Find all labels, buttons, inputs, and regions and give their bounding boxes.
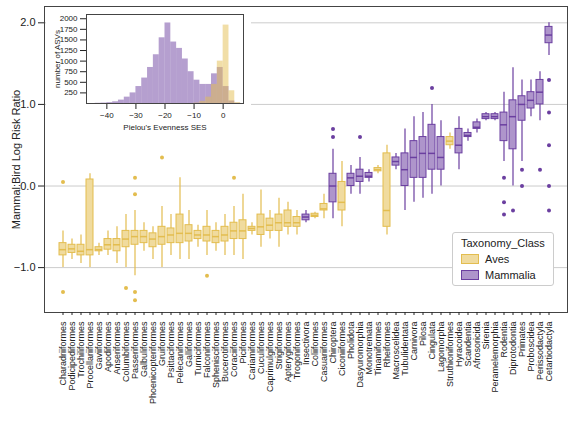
svg-text:Caprimulgiformes: Caprimulgiformes xyxy=(264,321,275,392)
svg-text:number of ASVs: number of ASVs xyxy=(53,30,62,88)
svg-text:−40: −40 xyxy=(100,111,114,120)
svg-text:Passeriformes: Passeriformes xyxy=(129,321,140,379)
svg-text:Tubulidentata: Tubulidentata xyxy=(399,321,410,376)
svg-text:Pelecaniformes: Pelecaniformes xyxy=(174,321,185,384)
svg-text:1750: 1750 xyxy=(60,25,78,34)
svg-text:−20: −20 xyxy=(158,111,172,120)
svg-text:1.0: 1.0 xyxy=(20,98,35,110)
svg-text:Cariamiformes: Cariamiformes xyxy=(246,321,257,380)
svg-text:Casuariiformes: Casuariiformes xyxy=(318,321,329,382)
svg-text:Chiroptera: Chiroptera xyxy=(327,321,338,364)
svg-text:Apodiformes: Apodiformes xyxy=(102,321,113,372)
svg-text:Pholidota: Pholidota xyxy=(345,321,356,359)
svg-text:Piciformes: Piciformes xyxy=(237,321,248,364)
svg-text:Strigiformes: Strigiformes xyxy=(273,321,284,370)
svg-text:2.0: 2.0 xyxy=(20,16,35,28)
svg-text:−30: −30 xyxy=(129,111,143,120)
svg-text:Falconiformes: Falconiformes xyxy=(201,321,212,378)
svg-text:Charadriiformes: Charadriiformes xyxy=(57,321,68,386)
svg-text:1250: 1250 xyxy=(60,46,78,55)
svg-text:Pilosa: Pilosa xyxy=(417,321,428,346)
svg-text:Galliformes: Galliformes xyxy=(183,321,194,367)
svg-text:Cingulata: Cingulata xyxy=(426,321,437,360)
svg-text:Sirenia: Sirenia xyxy=(480,321,491,350)
svg-text:Pielou's Evenness SES: Pielou's Evenness SES xyxy=(123,123,206,132)
svg-text:Cetartiodactyla: Cetartiodactyla xyxy=(544,322,554,382)
svg-text:Proboscidea: Proboscidea xyxy=(525,321,536,372)
html-text:Mammalia: Mammalia xyxy=(485,269,536,281)
svg-text:Afrosoricida: Afrosoricida xyxy=(471,321,482,369)
svg-text:Gaviiformes: Gaviiformes xyxy=(93,321,104,370)
svg-text:1500: 1500 xyxy=(60,35,78,44)
svg-text:Primates: Primates xyxy=(516,321,527,357)
svg-text:250: 250 xyxy=(64,88,78,97)
svg-text:Apterygiformes: Apterygiformes xyxy=(282,321,293,382)
svg-text:Rodentia: Rodentia xyxy=(498,321,509,358)
svg-text:Struthioniformes: Struthioniformes xyxy=(444,321,455,387)
svg-text:Trogoniformes: Trogoniformes xyxy=(291,321,302,380)
svg-text:Coliiformes: Coliiformes xyxy=(309,321,320,367)
svg-text:Turniciformes: Turniciformes xyxy=(192,321,203,376)
svg-text:Ciconiiformes: Ciconiiformes xyxy=(336,321,347,376)
svg-text:0.0: 0.0 xyxy=(20,180,35,192)
svg-text:Galbuliformes: Galbuliformes xyxy=(138,321,149,377)
svg-text:Perissodactyla: Perissodactyla xyxy=(534,321,545,380)
svg-text:Columbiformes: Columbiformes xyxy=(120,321,131,382)
svg-text:Tinamiformes: Tinamiformes xyxy=(372,321,383,376)
svg-text:Podicipediformes: Podicipediformes xyxy=(66,321,77,391)
svg-text:500: 500 xyxy=(64,78,78,87)
svg-text:Anseriformes: Anseriformes xyxy=(111,321,122,375)
svg-text:−10: −10 xyxy=(187,111,201,120)
svg-text:Lagomorpha: Lagomorpha xyxy=(435,321,446,372)
svg-text:Gruiformes: Gruiformes xyxy=(156,321,167,366)
svg-text:Monotremata: Monotremata xyxy=(363,321,374,375)
svg-text:Peramelemorphia: Peramelemorphia xyxy=(489,321,500,393)
svg-text:Bucerotiformes: Bucerotiformes xyxy=(219,321,230,382)
svg-text:2000: 2000 xyxy=(60,14,78,23)
svg-text:Macroscelidea: Macroscelidea xyxy=(390,321,401,380)
svg-text:Phoenicopteriformes: Phoenicopteriformes xyxy=(147,321,158,404)
svg-text:0: 0 xyxy=(221,111,226,120)
svg-text:1000: 1000 xyxy=(60,57,78,66)
svg-text:Cuculiformes: Cuculiformes xyxy=(255,321,266,374)
html-text:Aves: Aves xyxy=(485,253,510,265)
svg-text:Psittaciformes: Psittaciformes xyxy=(165,321,176,378)
svg-text:−1.0: −1.0 xyxy=(14,261,36,273)
svg-text:Mammal:Bird Log Risk Ratio: Mammal:Bird Log Risk Ratio xyxy=(10,90,22,229)
svg-text:Sphenisciformes: Sphenisciformes xyxy=(210,321,221,388)
svg-text:Trochiliformes: Trochiliformes xyxy=(75,321,86,378)
html-text:Taxonomy_Class: Taxonomy_Class xyxy=(461,237,545,249)
svg-text:Insectivora: Insectivora xyxy=(300,321,311,365)
svg-text:Procellariiformes: Procellariiformes xyxy=(84,321,95,389)
svg-text:750: 750 xyxy=(64,67,78,76)
svg-text:Coraciiformes: Coraciiformes xyxy=(228,321,239,377)
svg-text:Rheiformes: Rheiformes xyxy=(381,321,392,368)
svg-text:Scandentia: Scandentia xyxy=(462,321,473,367)
svg-text:Carnivora: Carnivora xyxy=(408,321,419,361)
svg-text:Diprotodontia: Diprotodontia xyxy=(507,321,518,375)
svg-text:Hyracoidea: Hyracoidea xyxy=(453,321,464,367)
svg-text:Dasyuromorphia: Dasyuromorphia xyxy=(354,321,365,388)
